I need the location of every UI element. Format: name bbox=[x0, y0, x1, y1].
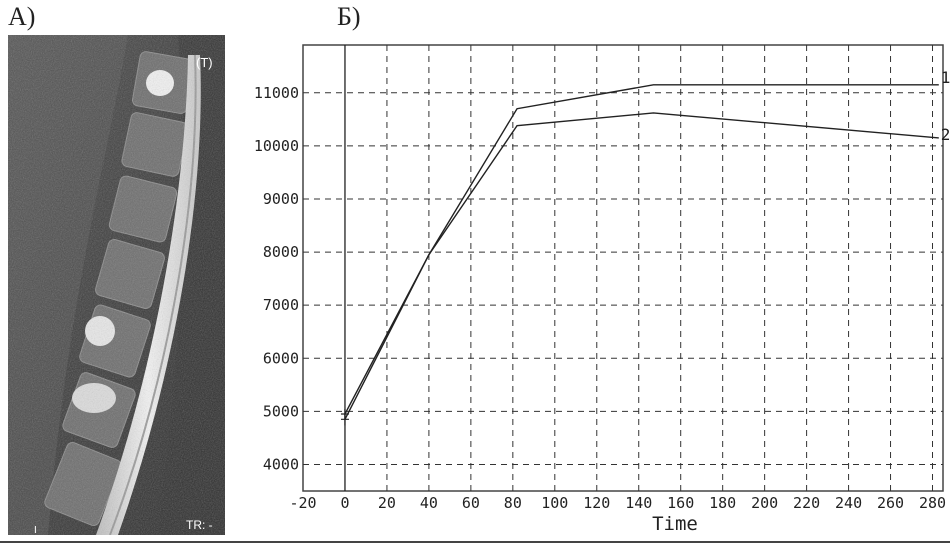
panel-b-label: Б) bbox=[337, 2, 361, 31]
x-tick-label: 40 bbox=[420, 494, 438, 512]
y-tick-label: 10000 bbox=[254, 137, 299, 155]
x-tick-label: 20 bbox=[378, 494, 396, 512]
x-tick-label: -20 bbox=[289, 494, 316, 512]
y-tick-label: 7000 bbox=[263, 296, 299, 314]
x-tick-label: 240 bbox=[835, 494, 862, 512]
y-tick-label: 6000 bbox=[263, 349, 299, 367]
x-tick-label: 160 bbox=[667, 494, 694, 512]
x-tick-label: 100 bbox=[541, 494, 568, 512]
mri-corner-label: TR: - bbox=[186, 518, 213, 532]
mri-corner-label: I bbox=[34, 525, 37, 535]
x-tick-label: 60 bbox=[462, 494, 480, 512]
x-tick-label: 260 bbox=[877, 494, 904, 512]
series-start-marker bbox=[340, 414, 349, 426]
series-line-2 bbox=[344, 112, 939, 420]
y-tick-label: 5000 bbox=[263, 402, 299, 420]
x-tick-label: 140 bbox=[625, 494, 652, 512]
y-tick-label: 9000 bbox=[263, 190, 299, 208]
x-tick-label: 220 bbox=[793, 494, 820, 512]
series-end-label: 2 bbox=[941, 125, 950, 144]
y-tick-label: 4000 bbox=[263, 455, 299, 473]
y-tick-label: 8000 bbox=[263, 243, 299, 261]
bottom-border bbox=[0, 541, 950, 543]
panel-a-label: А) bbox=[8, 2, 36, 31]
x-tick-label: 180 bbox=[709, 494, 736, 512]
x-axis-label: Time bbox=[652, 513, 698, 535]
y-tick-label: 11000 bbox=[254, 84, 299, 102]
series-line-1 bbox=[344, 84, 939, 415]
ticks: -20 0 20 40 60 80 100 120 140 160 180 200 220 240 260 2… bbox=[254, 84, 946, 512]
mri-corner-label: (T) bbox=[196, 55, 213, 70]
x-tick-label: 200 bbox=[751, 494, 778, 512]
x-tick-label: 280 bbox=[919, 494, 946, 512]
signal-time-chart: -20 0 20 40 60 80 100 120 140 160 180 200 220 240 260 2… bbox=[254, 44, 950, 535]
grid bbox=[303, 45, 943, 491]
series-end-label: 1 bbox=[941, 68, 950, 87]
x-tick-label: 0 bbox=[340, 494, 349, 512]
mri-noise bbox=[8, 35, 225, 535]
x-tick-label: 120 bbox=[583, 494, 610, 512]
x-tick-label: 80 bbox=[504, 494, 522, 512]
series: 12 bbox=[340, 68, 950, 426]
plot-frame bbox=[302, 44, 944, 492]
mri-sagittal-image: (T) TR: - I bbox=[8, 35, 225, 535]
